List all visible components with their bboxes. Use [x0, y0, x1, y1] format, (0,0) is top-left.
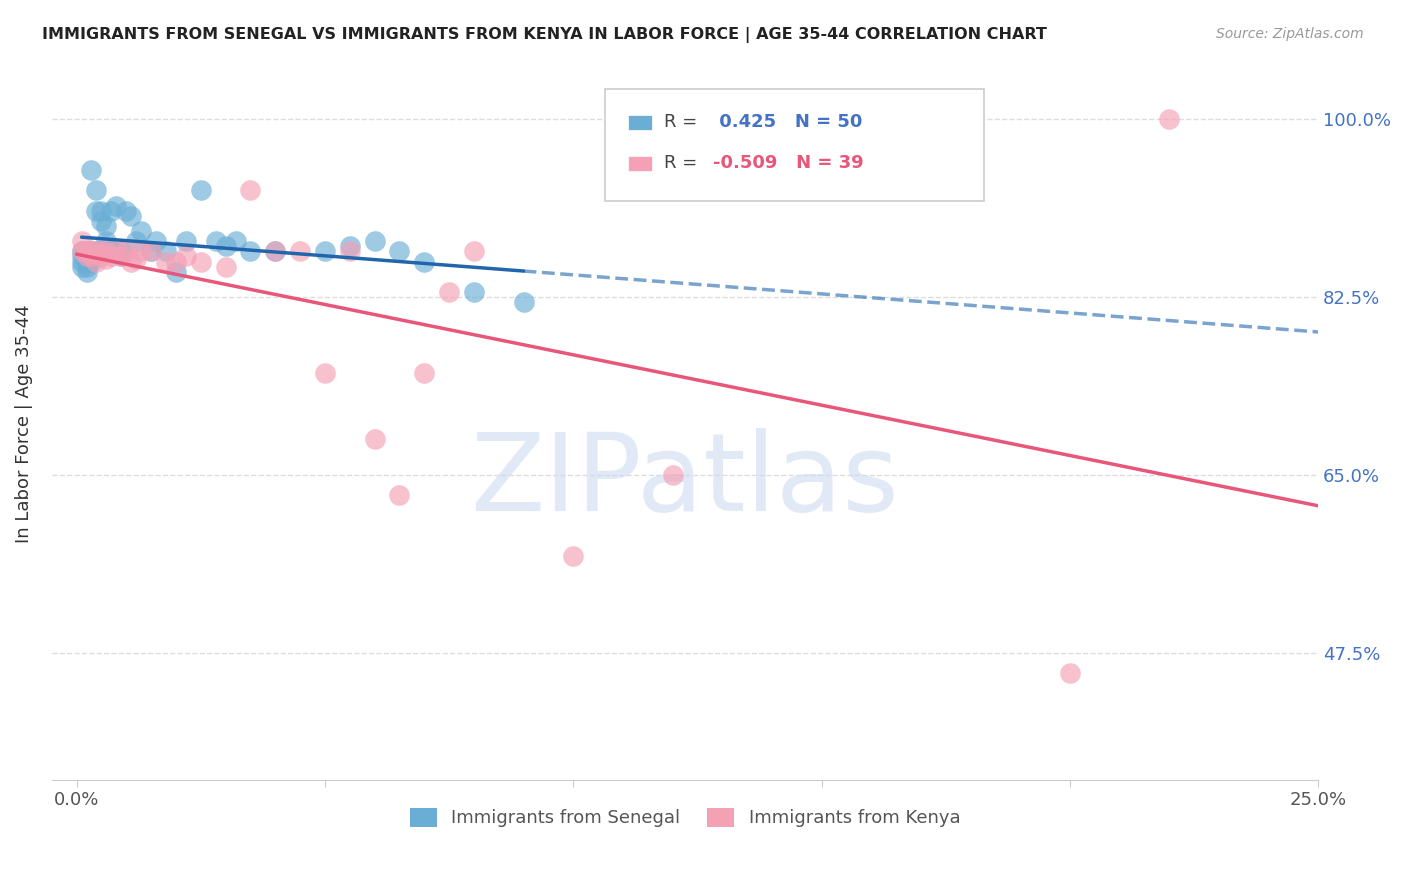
Point — [264, 244, 287, 259]
Point — [105, 244, 128, 259]
Point — [388, 488, 411, 502]
Point — [100, 244, 122, 259]
Point — [115, 244, 138, 259]
Point — [239, 183, 262, 197]
Point — [86, 203, 108, 218]
Y-axis label: In Labor Force | Age 35-44: In Labor Force | Age 35-44 — [15, 305, 32, 543]
Point — [86, 183, 108, 197]
Point — [129, 244, 152, 259]
Point — [165, 265, 187, 279]
Point — [1159, 112, 1181, 127]
Point — [339, 244, 361, 259]
Text: 0.425   N = 50: 0.425 N = 50 — [713, 113, 862, 131]
Point — [70, 244, 93, 259]
Point — [115, 203, 138, 218]
Point — [70, 260, 93, 274]
Point — [388, 244, 411, 259]
Point — [96, 252, 118, 267]
Point — [80, 250, 103, 264]
Point — [96, 244, 118, 259]
Point — [96, 244, 118, 259]
Point — [339, 239, 361, 253]
Text: ZIPatlas: ZIPatlas — [471, 428, 900, 534]
Point — [76, 250, 98, 264]
Point — [214, 239, 236, 253]
Point — [120, 254, 142, 268]
Text: -0.509   N = 39: -0.509 N = 39 — [713, 154, 863, 172]
Point — [174, 250, 197, 264]
Point — [76, 244, 98, 259]
Point — [264, 244, 287, 259]
Point — [80, 244, 103, 259]
Point — [661, 467, 683, 482]
Point — [125, 234, 148, 248]
Point — [70, 250, 93, 264]
Point — [90, 203, 112, 218]
Point — [314, 244, 336, 259]
Point — [76, 254, 98, 268]
Point — [80, 244, 103, 259]
Point — [76, 244, 98, 259]
Text: Source: ZipAtlas.com: Source: ZipAtlas.com — [1216, 27, 1364, 41]
Point — [120, 209, 142, 223]
Point — [100, 203, 122, 218]
Point — [76, 265, 98, 279]
Point — [224, 234, 246, 248]
Point — [512, 295, 534, 310]
Point — [165, 254, 187, 268]
Point — [90, 250, 112, 264]
Point — [190, 183, 212, 197]
Point — [214, 260, 236, 274]
Text: R =: R = — [664, 154, 697, 172]
Legend: Immigrants from Senegal, Immigrants from Kenya: Immigrants from Senegal, Immigrants from… — [402, 801, 967, 835]
Point — [110, 244, 132, 259]
Point — [204, 234, 226, 248]
Point — [86, 244, 108, 259]
Point — [86, 254, 108, 268]
Point — [562, 549, 585, 563]
Point — [76, 250, 98, 264]
Point — [155, 254, 177, 268]
Point — [80, 254, 103, 268]
Point — [139, 244, 162, 259]
Point — [145, 234, 167, 248]
Point — [90, 214, 112, 228]
Point — [90, 244, 112, 259]
Point — [110, 250, 132, 264]
Point — [125, 252, 148, 267]
Point — [139, 244, 162, 259]
Text: R =: R = — [664, 113, 697, 131]
Point — [105, 199, 128, 213]
Point — [76, 260, 98, 274]
Point — [288, 244, 311, 259]
Point — [463, 244, 485, 259]
Point — [463, 285, 485, 299]
Point — [314, 366, 336, 380]
Point — [80, 163, 103, 178]
Point — [70, 254, 93, 268]
Point — [437, 285, 460, 299]
Point — [190, 254, 212, 268]
Point — [155, 244, 177, 259]
Point — [129, 224, 152, 238]
Point — [110, 250, 132, 264]
Point — [70, 244, 93, 259]
Point — [174, 234, 197, 248]
Point — [86, 244, 108, 259]
Point — [363, 432, 385, 446]
Point — [1059, 665, 1081, 680]
Point — [413, 366, 436, 380]
Point — [105, 244, 128, 259]
Point — [363, 234, 385, 248]
Point — [100, 250, 122, 264]
Point — [413, 254, 436, 268]
Point — [70, 234, 93, 248]
Point — [80, 250, 103, 264]
Point — [96, 219, 118, 233]
Point — [90, 244, 112, 259]
Text: IMMIGRANTS FROM SENEGAL VS IMMIGRANTS FROM KENYA IN LABOR FORCE | AGE 35-44 CORR: IMMIGRANTS FROM SENEGAL VS IMMIGRANTS FR… — [42, 27, 1047, 43]
Point — [239, 244, 262, 259]
Point — [96, 234, 118, 248]
